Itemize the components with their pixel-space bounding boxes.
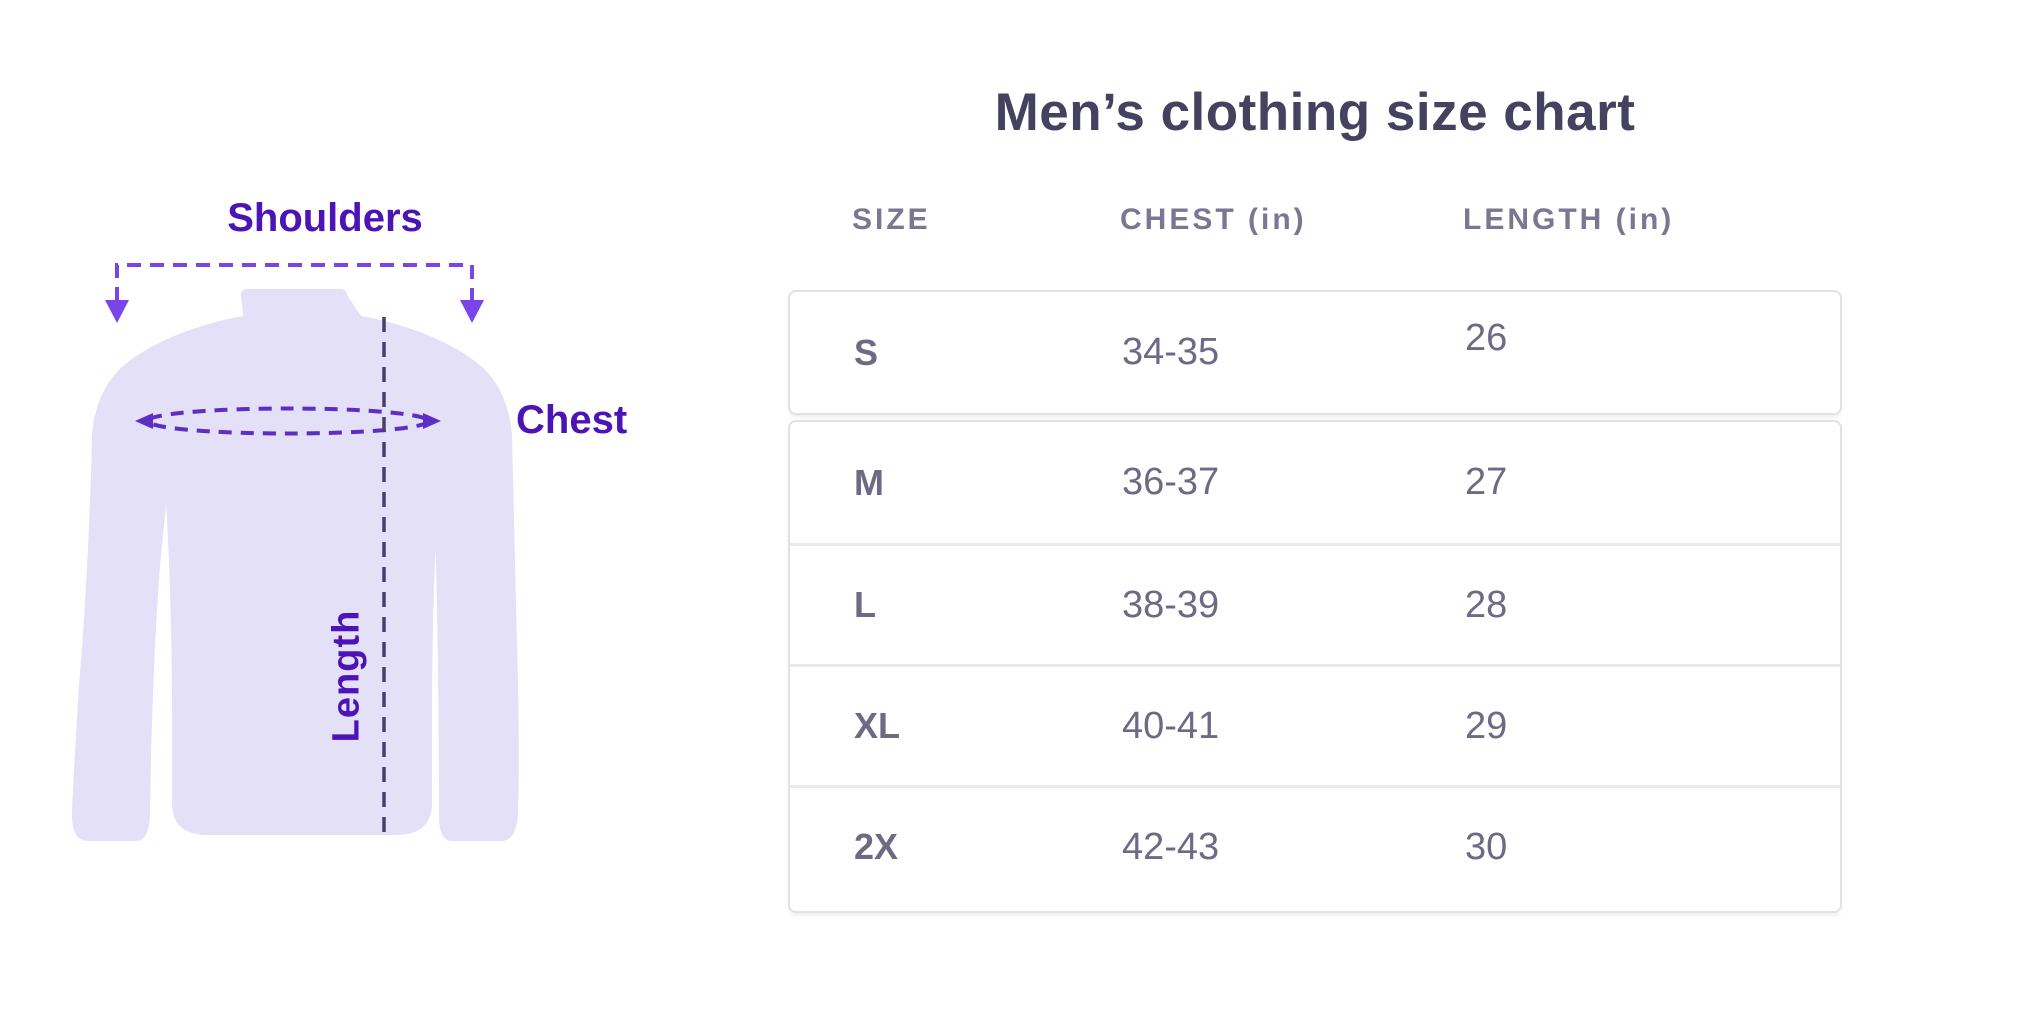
table-box-first: S 34-35 26	[788, 290, 1842, 415]
table-header: SIZE CHEST (in) LENGTH (in)	[788, 200, 1842, 240]
shoulders-arrow-left-icon	[105, 300, 129, 323]
length-label: Length	[325, 609, 368, 743]
table-row: S 34-35 26	[790, 292, 1840, 413]
cell-size: M	[854, 461, 884, 503]
cell-length: 27	[1465, 461, 1508, 503]
cell-chest: 36-37	[1122, 461, 1220, 503]
table-row: XL 40-41 29	[790, 664, 1840, 785]
page-title: Men’s clothing size chart	[994, 83, 1636, 142]
table-row: M 36-37 27	[790, 422, 1840, 543]
column-header-size: SIZE	[852, 203, 931, 236]
shirt-illustration	[71, 263, 519, 841]
shoulders-arrow-right-icon	[460, 300, 484, 323]
column-header-chest: CHEST (in)	[1120, 203, 1307, 236]
cell-size: S	[854, 331, 879, 373]
cell-length: 29	[1465, 704, 1508, 747]
table-box-rest: M 36-37 27 L 38-39 28 XL 40-41 29 2X 42-43 30	[788, 420, 1842, 913]
shirt-body	[91, 289, 513, 835]
cell-length: 28	[1465, 583, 1508, 626]
cell-size: 2X	[854, 826, 899, 867]
chest-label: Chest	[516, 398, 628, 442]
chest-arrow-right-icon	[423, 413, 441, 429]
cell-chest: 38-39	[1122, 583, 1220, 626]
shoulders-bracket	[115, 263, 474, 301]
cell-chest: 34-35	[1122, 331, 1220, 373]
column-header-length: LENGTH (in)	[1463, 203, 1675, 236]
shoulders-label: Shoulders	[227, 196, 423, 240]
chest-arrow-left-icon	[135, 413, 153, 429]
cell-size: L	[854, 584, 876, 625]
cell-size: XL	[854, 705, 901, 746]
cell-length: 26	[1465, 317, 1508, 359]
cell-length: 30	[1465, 825, 1508, 868]
table-row: 2X 42-43 30	[790, 785, 1840, 906]
cell-chest: 42-43	[1122, 825, 1220, 868]
table-row: L 38-39 28	[790, 543, 1840, 664]
cell-chest: 40-41	[1122, 704, 1220, 747]
